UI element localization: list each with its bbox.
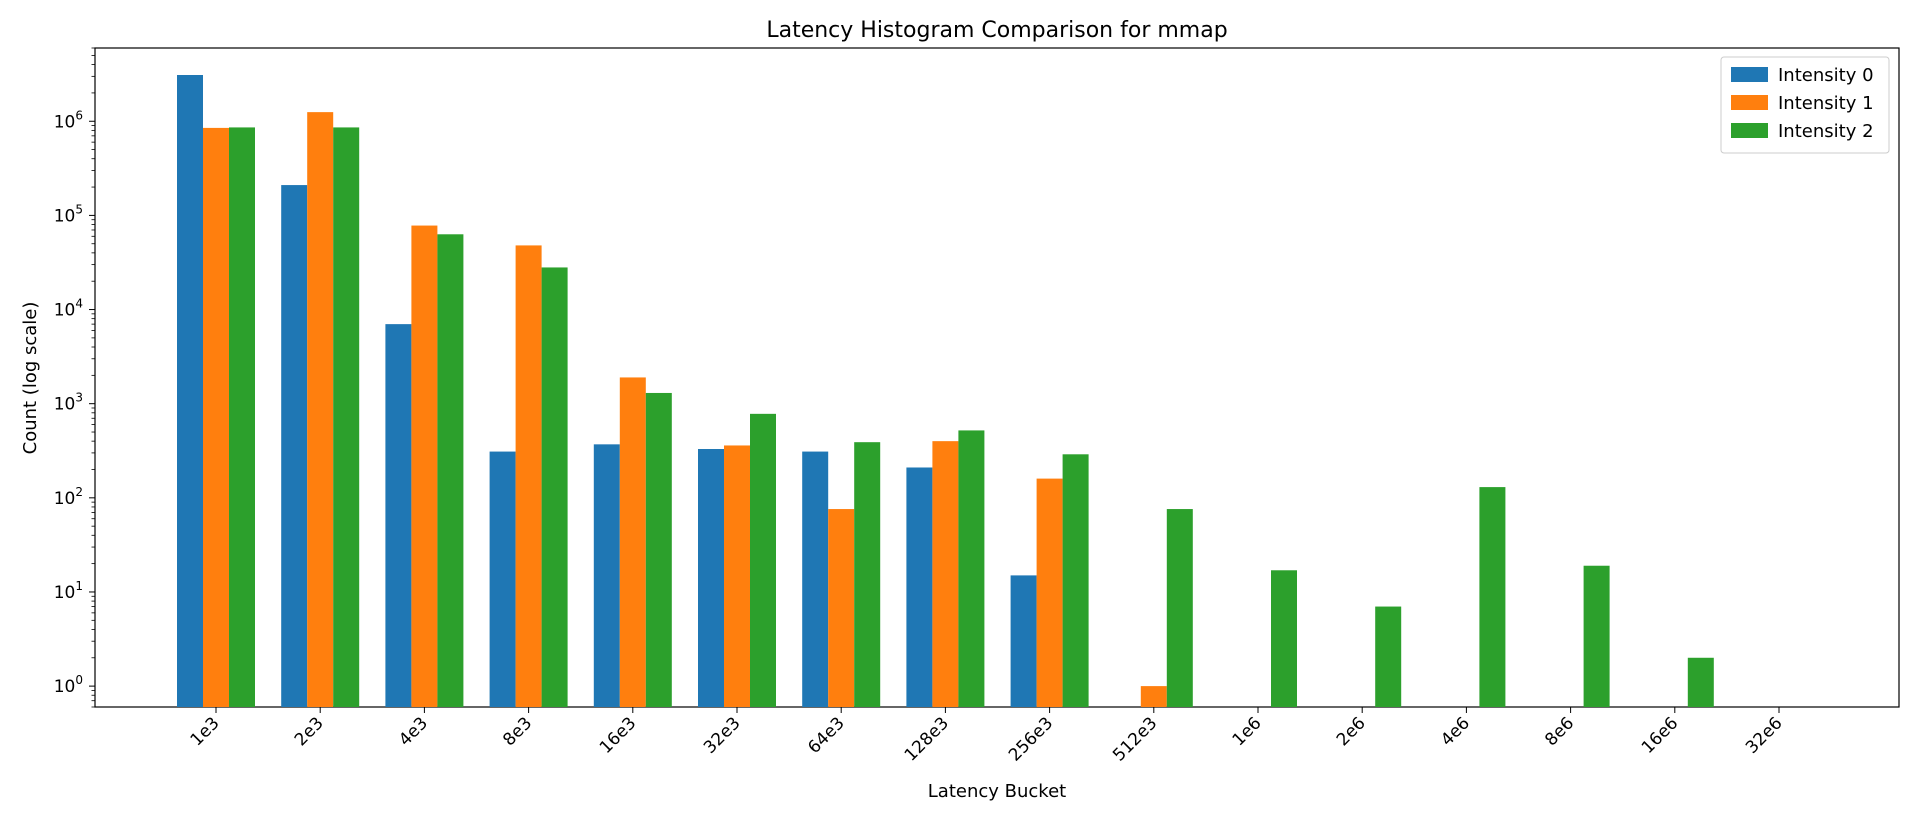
x-tick-label: 16e6 — [1638, 713, 1682, 757]
x-axis-label: Latency Bucket — [928, 781, 1066, 802]
bar-intensity-2-512e3 — [1166, 509, 1193, 707]
y-axis-ticks: 100 101 102 103 104 105 106 — [54, 47, 95, 708]
x-tick-label: 512e3 — [1109, 713, 1161, 765]
bar-intensity-2-256e3 — [1062, 454, 1089, 707]
bar-intensity-0-64e3 — [802, 451, 829, 707]
bar-intensity-1-4e3 — [411, 225, 438, 707]
y-tick-label: 104 — [54, 297, 83, 321]
bar-intensity-2-8e3 — [541, 267, 568, 707]
x-tick-label: 256e3 — [1005, 713, 1057, 765]
x-tick-label: 4e6 — [1437, 713, 1474, 750]
bar-intensity-1-64e3 — [828, 509, 855, 707]
y-tick-label: 103 — [54, 391, 83, 415]
bar-intensity-1-128e3 — [932, 441, 959, 707]
x-tick-label: 32e6 — [1742, 713, 1786, 757]
y-tick-label: 106 — [54, 108, 83, 132]
legend-label: Intensity 2 — [1778, 121, 1874, 142]
bar-intensity-0-256e3 — [1010, 575, 1037, 707]
bar-intensity-0-8e3 — [489, 451, 516, 707]
x-tick-label: 1e3 — [187, 713, 224, 750]
legend-swatch — [1731, 95, 1768, 110]
bar-intensity-2-2e3 — [333, 127, 360, 708]
legend-label: Intensity 0 — [1778, 65, 1874, 86]
y-tick-label: 105 — [54, 202, 83, 226]
legend-swatch — [1731, 123, 1768, 138]
bar-intensity-2-16e6 — [1687, 657, 1714, 707]
y-tick-label: 101 — [54, 579, 83, 603]
bar-intensity-0-16e3 — [593, 444, 620, 707]
bar-intensity-2-16e3 — [645, 392, 672, 707]
bar-intensity-2-64e3 — [854, 442, 881, 707]
y-axis-label: Count (log scale) — [20, 302, 41, 455]
bar-intensity-2-1e6 — [1271, 570, 1297, 707]
chart-title: Latency Histogram Comparison for mmap — [766, 18, 1227, 43]
x-tick-label: 1e6 — [1229, 713, 1266, 750]
x-tick-label: 8e3 — [499, 713, 536, 750]
bar-intensity-1-256e3 — [1036, 478, 1063, 707]
bar-intensity-2-32e3 — [750, 413, 776, 707]
bar-intensity-1-16e3 — [619, 377, 646, 707]
x-tick-label: 2e6 — [1333, 713, 1370, 750]
bar-intensity-2-1e3 — [229, 127, 255, 708]
x-tick-label: 16e3 — [596, 713, 640, 757]
x-tick-label: 4e3 — [395, 713, 432, 750]
y-tick-label: 102 — [54, 485, 83, 509]
x-tick-label: 32e3 — [700, 713, 744, 757]
bar-intensity-1-512e3 — [1140, 686, 1167, 707]
bars-layer — [177, 75, 1714, 708]
y-tick-label: 100 — [54, 673, 83, 697]
bar-intensity-2-4e3 — [437, 234, 464, 708]
legend: Intensity 0 Intensity 1 Intensity 2 — [1720, 56, 1890, 154]
x-tick-label: 2e3 — [291, 713, 328, 750]
bar-intensity-0-128e3 — [906, 467, 933, 707]
legend-label: Intensity 1 — [1778, 93, 1874, 114]
bar-intensity-1-8e3 — [515, 245, 542, 707]
bar-intensity-2-4e6 — [1479, 487, 1506, 707]
bar-intensity-1-2e3 — [307, 112, 334, 707]
bar-intensity-1-32e3 — [724, 445, 750, 707]
x-tick-label: 8e6 — [1541, 713, 1578, 750]
x-axis-ticks: 1e3 2e3 4e3 8e3 16e3 32e3 64e3 128e3 256e3 512e3 1… — [187, 707, 1787, 766]
bar-intensity-2-8e6 — [1583, 565, 1610, 707]
x-tick-label: 128e3 — [901, 713, 953, 765]
plot-frame — [94, 47, 1900, 708]
bar-intensity-0-4e3 — [385, 324, 412, 707]
bar-intensity-0-1e3 — [177, 75, 203, 707]
bar-intensity-1-1e3 — [203, 127, 229, 707]
bar-intensity-2-128e3 — [958, 430, 985, 707]
bar-intensity-0-32e3 — [698, 449, 724, 707]
bar-intensity-0-2e3 — [281, 185, 308, 707]
legend-swatch — [1731, 67, 1768, 82]
x-tick-label: 64e3 — [804, 713, 848, 757]
bar-intensity-2-2e6 — [1375, 606, 1402, 707]
